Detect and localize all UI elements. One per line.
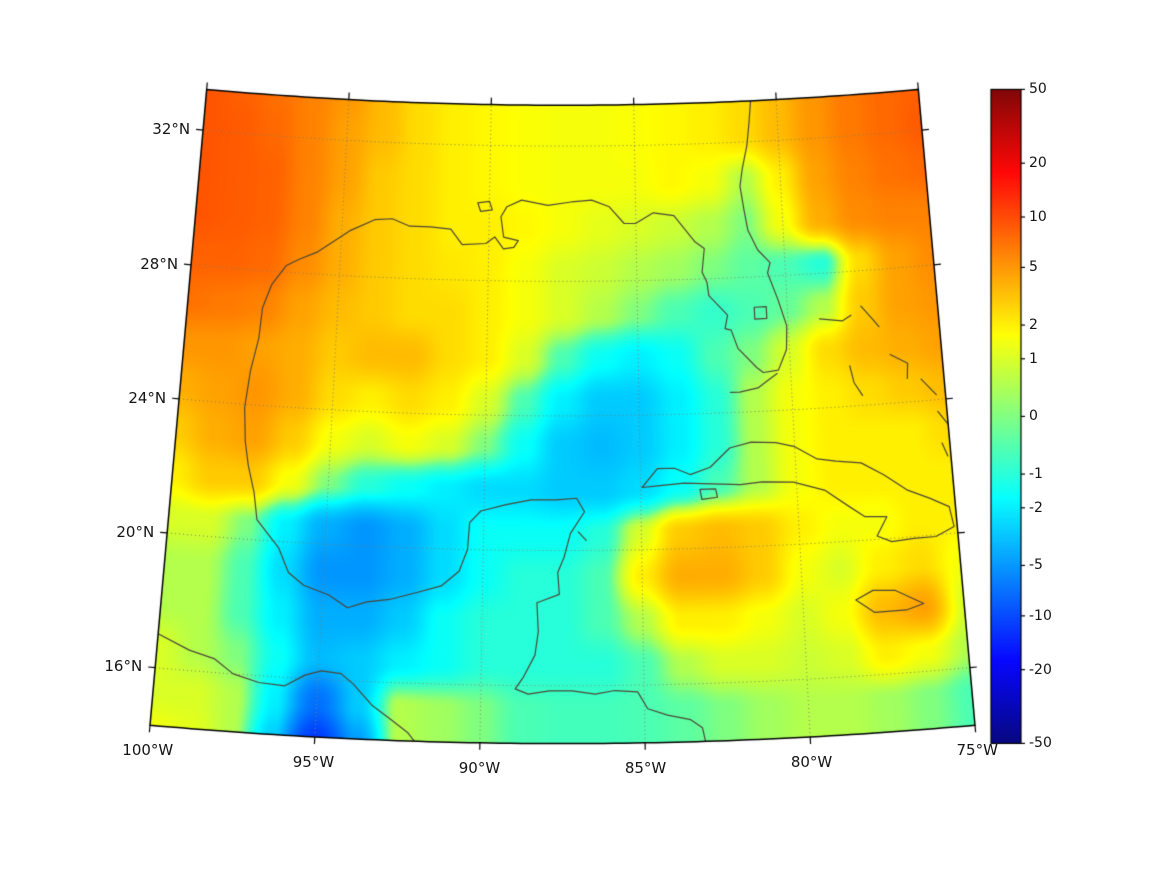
figure: 100°W 95°W 90°W 85°W 80°W 75°W 32°N 28°N 24°N 20°… xyxy=(0,0,1167,875)
map-plot-canvas xyxy=(0,0,1167,875)
